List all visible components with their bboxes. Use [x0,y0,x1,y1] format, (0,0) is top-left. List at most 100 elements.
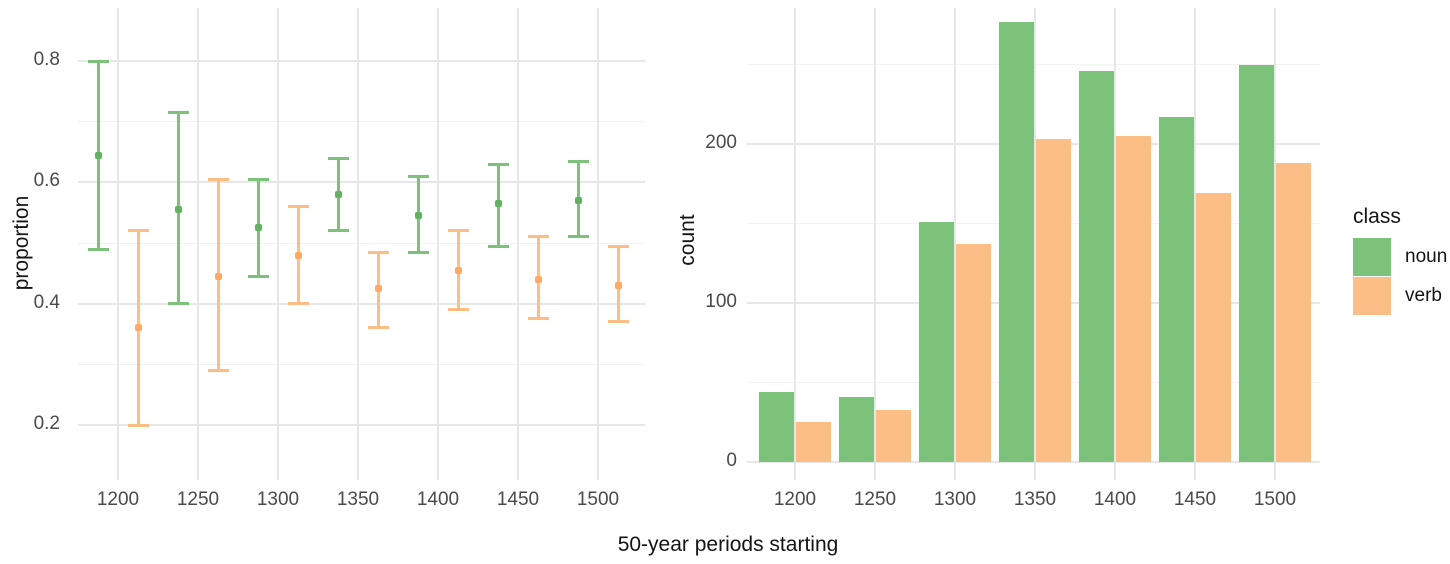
bar-noun-1450 [1159,116,1194,462]
x-tick-label-left-1500: 1500 [576,489,620,510]
errorbar-cap-top-verb-1350 [367,250,389,254]
gridline-x-1400 [437,8,439,480]
x-tick-label-right-1300: 1300 [933,489,977,510]
errorbar-cap-bottom-verb-1250 [207,368,229,372]
bar-noun-1200 [759,392,794,462]
errorbar-cap-bottom-noun-1250 [167,302,189,306]
bar-verb-1200 [796,422,831,462]
bar-verb-1350 [1036,139,1071,462]
errorbar-cap-top-noun-1250 [167,111,189,115]
y-tick-label-0.8: 0.8 [33,49,60,70]
errorbar-cap-bottom-noun-1500 [567,235,589,239]
point-noun-1350 [334,190,342,198]
gridline-x-1350 [357,8,359,480]
gridline-x-1200 [117,8,119,480]
errorbar-cap-bottom-noun-1450 [487,244,509,248]
bar-verb-1500 [1276,163,1311,462]
point-noun-1250 [174,206,182,214]
x-axis-title: 50-year periods starting [617,533,839,556]
y-tick-label-0.2: 0.2 [33,413,60,434]
bar-noun-1400 [1079,70,1114,462]
gridline2-x-1200 [794,8,796,480]
errorbar-cap-bottom-noun-1300 [247,274,269,278]
errorbar-cap-top-noun-1300 [247,177,269,181]
x-tick-label-right-1250: 1250 [853,489,897,510]
gridline2-x-1300 [954,8,956,480]
x-tick-label-left-1300: 1300 [256,489,300,510]
errorbar-cap-top-verb-1200 [127,229,149,233]
errorbar-cap-top-noun-1400 [407,174,429,178]
gridline-minor-y-0.7 [78,121,645,123]
legend-label-noun: noun [1405,246,1448,267]
errorbar-cap-top-verb-1250 [207,177,229,181]
y-tick-label-count-200: 200 [705,132,737,153]
errorbar-cap-top-noun-1350 [327,156,349,160]
gridline-major-y-0.6 [78,181,645,184]
errorbar-cap-bottom-verb-1450 [527,317,549,321]
errorbar-cap-top-verb-1400 [447,229,469,233]
bar-noun-1300 [919,221,954,462]
gridline2-x-1400 [1114,8,1116,480]
errorbar-cap-top-verb-1450 [527,235,549,239]
legend: class noun verb [1353,205,1447,316]
point-noun-1400 [414,212,422,220]
x-tick-label-right-1350: 1350 [1013,489,1057,510]
errorbar-cap-bottom-noun-1200 [87,247,109,251]
legend-swatch-noun [1353,238,1391,276]
x-tick-label-left-1450: 1450 [496,489,540,510]
errorbar-cap-top-noun-1200 [87,59,109,63]
point-verb-1300 [294,251,302,259]
right-y-axis-title: count [676,214,699,266]
gridline-x-1500 [597,8,599,480]
errorbar-cap-bottom-verb-1300 [287,302,309,306]
errorbar-cap-bottom-verb-1400 [447,308,469,312]
gridline-major-y-0.4 [78,302,645,305]
bar-noun-1500 [1239,64,1274,462]
point-verb-1450 [534,275,542,283]
x-tick-label-left-1250: 1250 [176,489,220,510]
point-verb-1250 [214,272,222,280]
gridline-x-1300 [277,8,279,480]
errorbar-cap-bottom-verb-1500 [607,320,629,324]
gridline-x-1250 [197,8,199,480]
point-noun-1200 [94,151,102,159]
point-verb-1400 [454,266,462,274]
gridline2-x-1250 [874,8,876,480]
y-tick-label-count-0: 0 [726,450,737,471]
left-y-axis-title: proportion [10,195,33,291]
errorbar-cap-top-noun-1500 [567,159,589,163]
point-verb-1500 [614,281,622,289]
point-noun-1450 [494,200,502,208]
bar-noun-1350 [999,21,1034,462]
point-noun-1300 [254,224,262,232]
x-tick-label-left-1400: 1400 [416,489,460,510]
point-noun-1500 [574,197,582,205]
gridline-major-y-0.2 [78,424,645,426]
x-tick-label-right-1200: 1200 [773,489,817,510]
point-verb-1350 [374,285,382,292]
x-tick-label-left-1350: 1350 [336,489,380,510]
errorbar-cap-bottom-verb-1200 [127,423,149,427]
gridline2-x-1350 [1034,8,1036,480]
bar-verb-1400 [1116,136,1151,462]
legend-item-noun: noun [1353,238,1447,276]
bar-noun-1250 [839,396,874,462]
errorbar-cap-top-noun-1450 [487,162,509,166]
gridline-x-1450 [517,8,519,480]
gridline2-x-1450 [1194,8,1196,480]
point-verb-1200 [134,324,142,332]
legend-title: class [1353,205,1401,228]
bar-verb-1450 [1196,193,1231,462]
errorbar-cap-top-verb-1300 [287,205,309,209]
x-tick-label-right-1500: 1500 [1253,489,1297,510]
errorbar-cap-top-verb-1500 [607,244,629,248]
y-tick-label-count-100: 100 [705,291,737,312]
gridline-major-y-0.8 [78,60,645,62]
gridline2-major-y-0 [747,461,1320,463]
errorbar-cap-bottom-noun-1400 [407,250,429,254]
x-tick-label-right-1400: 1400 [1093,489,1137,510]
errorbar-cap-bottom-verb-1350 [367,326,389,330]
x-tick-label-right-1450: 1450 [1173,489,1217,510]
